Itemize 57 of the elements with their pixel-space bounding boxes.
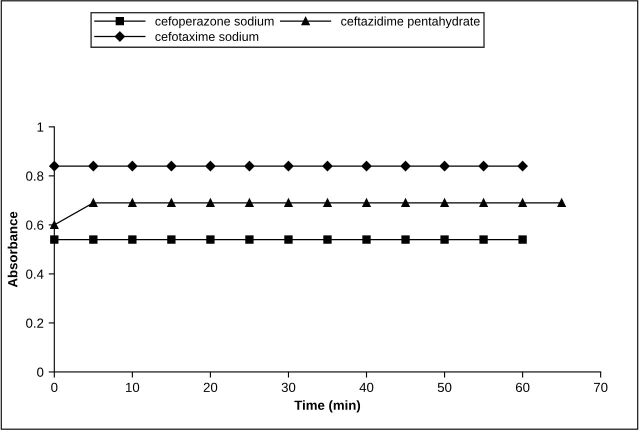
point [401,198,410,207]
point [322,160,333,172]
point [478,160,489,172]
point [362,198,371,207]
point [128,235,137,244]
point [323,198,332,207]
point [167,235,176,244]
point [245,198,254,207]
legend-label: cefotaxime sodium [155,32,258,42]
y-tick-label: 0.6 [26,220,44,230]
x-tick-label: 0 [51,382,58,392]
point [518,235,527,244]
point [440,235,449,244]
point [323,235,332,244]
point [517,160,528,172]
point [166,160,177,172]
point [89,198,98,207]
point [284,235,293,244]
point [479,198,488,207]
point [518,198,527,207]
y-tick-label: 0.4 [26,269,44,279]
x-tick-label: 70 [594,382,608,392]
point [440,198,449,207]
legend-label: cefoperazone sodium [155,16,274,28]
point [167,198,176,207]
y-tick-label: 0.8 [26,171,44,181]
point [50,235,58,244]
y-axis-title: Absorbance [8,212,18,288]
point [400,160,411,172]
point [127,160,138,172]
x-tick-label: 60 [516,382,530,392]
point [205,160,216,172]
point [206,198,215,207]
point [244,160,255,172]
point [206,235,215,244]
legend-label: ceftazidime pentahydrate [341,16,480,28]
x-axis-title: Time (min) [294,400,360,413]
x-tick-label: 20 [204,382,218,392]
point [361,160,372,172]
point [557,198,566,207]
y-tick-label: 1 [38,122,44,132]
x-tick-label: 40 [359,382,374,392]
point [128,198,137,207]
point [88,160,98,172]
y-tick-label: 0 [37,368,44,377]
point [245,235,254,244]
point [283,160,294,172]
point [362,235,371,244]
point [479,235,488,244]
x-tick-label: 50 [438,382,452,392]
x-tick-label: 30 [282,382,296,392]
x-tick-label: 10 [126,382,140,392]
point [284,198,293,207]
point [401,235,410,244]
point [89,235,98,244]
point [439,160,450,172]
y-tick-label: 0.2 [26,318,44,328]
